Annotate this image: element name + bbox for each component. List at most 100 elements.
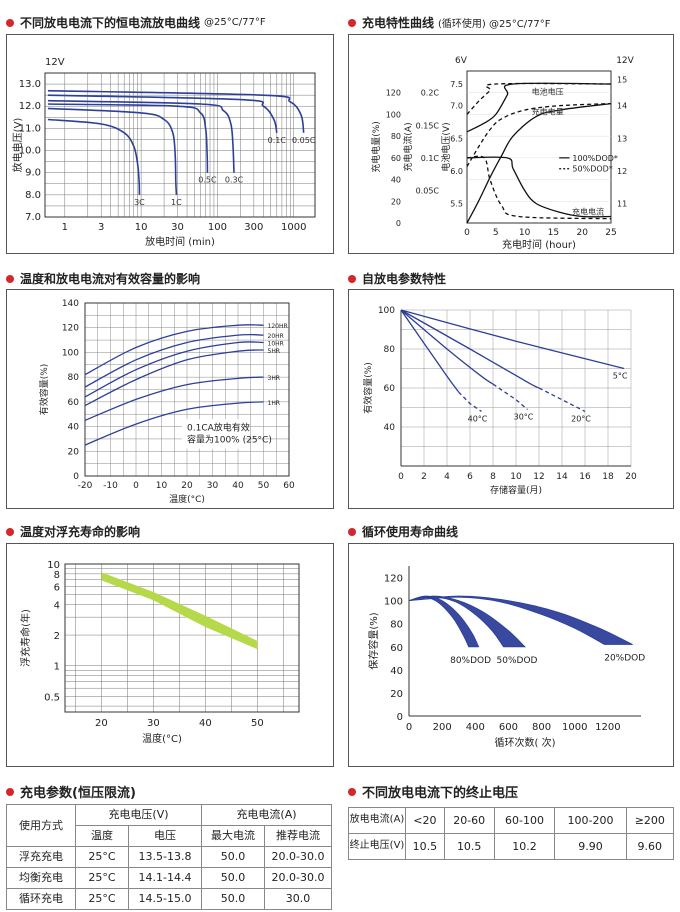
cell-mode: 浮充充电 <box>6 846 76 868</box>
y-tick-label: 0 <box>73 472 79 482</box>
y-tick-label: 10 <box>47 560 60 571</box>
cycle-band <box>408 595 480 648</box>
x-tick-label: 0 <box>133 481 139 491</box>
x-tick-label: 1000 <box>562 722 587 733</box>
bullet-icon <box>6 527 14 536</box>
series-label: 30°C <box>514 412 534 421</box>
x-axis-label: 放电时间 (min) <box>145 235 215 248</box>
y-axis-label: 有效容量(%) <box>38 364 50 416</box>
cell-temp: 25°C <box>75 888 129 910</box>
y-tick-label: 80 <box>68 373 80 383</box>
header-charge-voltage: 充电电压(V) <box>75 804 202 826</box>
x-tick-label: 3 <box>98 222 104 233</box>
cell-temp: 25°C <box>75 846 129 868</box>
x-tick-label: 8 <box>490 472 496 482</box>
x-tick-label: 10 <box>135 222 148 233</box>
x-tick-label: -20 <box>78 481 93 491</box>
y-tick-label: 20 <box>68 447 80 457</box>
panel-temperature: -20 -10 0 10 20 30 40 50 60 0 20 40 60 80 100 120 140 温度(… <box>6 289 334 509</box>
series-label: 80%DOD <box>450 656 491 666</box>
series-label: 3HR <box>268 375 281 382</box>
section-title-cutoff-voltage: 不同放电电流下的终止电压 <box>348 782 518 801</box>
y-axis-label: 放电电压(V) <box>11 118 24 173</box>
v12-tick-label: 11 <box>617 199 627 208</box>
y-tick-label: 40 <box>390 666 403 677</box>
series-line <box>84 349 264 407</box>
series-line <box>47 89 305 133</box>
series-label: 0.5C <box>198 176 217 185</box>
x-tick-label: 18 <box>602 472 614 482</box>
header-temp: 温度 <box>75 825 129 847</box>
x-tick-label: 30 <box>207 481 219 491</box>
x-tick-label: 30 <box>171 222 184 233</box>
bullet-icon <box>348 274 356 283</box>
y-tick-label: 20 <box>390 689 403 700</box>
series-line <box>400 309 625 370</box>
x-axis-label: 温度(°C) <box>142 732 182 745</box>
cell-volt: 13.5-13.8 <box>128 846 202 868</box>
x-tick-label: 40 <box>232 481 244 491</box>
float-life-band <box>101 572 258 650</box>
cell-current: 60-100 <box>493 807 556 834</box>
series-label: 120HR <box>268 323 288 330</box>
series-label: 0.05C <box>292 136 316 145</box>
section-title-temperature: 温度和放电电流对有效容量的影响 <box>6 270 200 287</box>
y-tick-label: 0 <box>397 712 403 723</box>
corner-label: 12V <box>45 57 65 68</box>
charge-chart: 0 5 10 15 20 25 充电时间 (hour) 0 20 40 60 80 100 120 0.05… <box>370 56 635 251</box>
x-tick-label: 20 <box>181 481 193 491</box>
x-tick-label: 30 <box>147 718 160 729</box>
y-tick-label: 13.0 <box>19 79 41 90</box>
section-title-self-discharge: 自放电参数特性 <box>348 270 446 287</box>
section-title-charge-params: 充电参数(恒压限流) <box>6 782 136 801</box>
annotation-label: 电池电压 <box>532 87 564 97</box>
current-tick-label: 0.2C <box>421 89 440 98</box>
series-label: 3C <box>134 198 145 207</box>
pct-tick-label: 120 <box>386 89 401 98</box>
panel-self-discharge: 0 2 4 6 8 10 12 14 16 18 20 40 60 80 100 存储容量(月) 有效容量(%)… <box>348 289 674 509</box>
series-line <box>84 324 264 376</box>
x-tick-label: -10 <box>103 481 118 491</box>
series-line <box>47 94 278 133</box>
cell-current: 100-200 <box>554 807 627 834</box>
v12-tick-label: 12 <box>617 167 627 176</box>
header-cutoff-voltage: 终止电压(V) <box>348 833 406 860</box>
y-tick-label: 60 <box>68 398 80 408</box>
series-line-dashed <box>492 383 528 410</box>
series-label: 10HR <box>268 341 284 348</box>
x-tick-label: 16 <box>579 472 591 482</box>
current-tick-label: 0.15C <box>416 121 440 130</box>
x-tick-label: 14 <box>556 472 568 482</box>
corner-label: 6V <box>455 56 468 66</box>
pct-tick-label: 60 <box>391 154 401 163</box>
cell-max: 50.0 <box>201 867 265 889</box>
x-tick-label: 200 <box>433 722 452 733</box>
x-tick-label: 400 <box>466 722 485 733</box>
x-tick-label: 0 <box>464 228 470 238</box>
cell-mode: 均衡充电 <box>6 867 76 889</box>
y-tick-label: 60 <box>384 384 396 394</box>
table-row: 浮充充电 25°C 13.5-13.8 50.0 20.0-30.0 <box>6 846 332 868</box>
x-tick-label: 1000 <box>281 222 306 233</box>
y-axis-label: 电池电压(V) <box>440 122 452 171</box>
bullet-icon <box>348 527 356 536</box>
series-line <box>466 102 612 224</box>
x-tick-label: 1200 <box>595 722 620 733</box>
bullet-icon <box>348 18 356 27</box>
series-line <box>400 309 460 393</box>
series-line <box>84 333 264 388</box>
cell-voltage: 10.5 <box>405 833 445 860</box>
series-label: 40°C <box>468 414 488 423</box>
cell-rec: 20.0-30.0 <box>264 867 332 889</box>
header-rec-current: 推荐电流 <box>264 825 332 847</box>
y-tick-label: 120 <box>384 574 403 585</box>
section-title-cycle-life: 循环使用寿命曲线 <box>348 523 458 540</box>
cell-voltage: 10.2 <box>493 833 556 860</box>
note-background <box>181 419 244 449</box>
x-tick-label: 600 <box>499 722 518 733</box>
v12-tick-label: 13 <box>617 134 627 143</box>
y-tick-label: 2 <box>54 631 60 642</box>
table-row: 循环充电 25°C 14.5-15.0 50.0 30.0 <box>6 888 332 910</box>
section-title-float-life: 温度对浮充寿命的影响 <box>6 523 140 540</box>
x-tick-label: 10 <box>519 228 531 238</box>
